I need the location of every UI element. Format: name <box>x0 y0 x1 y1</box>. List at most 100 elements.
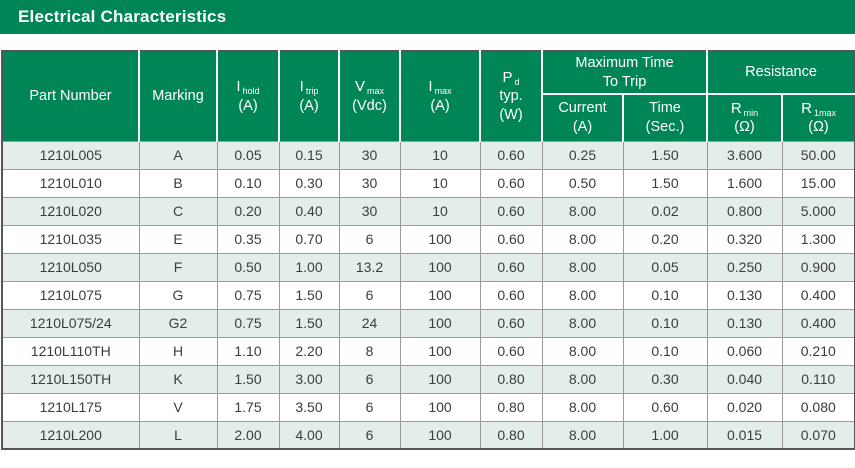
table-cell: 0.320 <box>706 224 783 254</box>
col-header-symbol: R 1max <box>801 99 836 118</box>
table-cell: 0.060 <box>706 336 783 366</box>
table-cell: 1210L020 <box>1 196 140 226</box>
col-group-label-line2: To Trip <box>602 73 647 90</box>
table-cell: 2.00 <box>216 420 280 450</box>
table-cell: 0.60 <box>479 168 543 198</box>
table-cell: 0.70 <box>278 224 340 254</box>
table-cell: 24 <box>338 308 401 338</box>
col-header-unit: (A) <box>238 97 258 114</box>
table-cell: 8.00 <box>541 364 624 394</box>
table-cell: 6 <box>338 392 401 422</box>
table-cell: 0.020 <box>706 392 783 422</box>
table-cell: 10 <box>399 140 481 170</box>
table-cell: G2 <box>138 308 218 338</box>
table-cell: 8.00 <box>541 308 624 338</box>
table-cell: 8.00 <box>541 252 624 282</box>
table-cell: 0.130 <box>706 308 783 338</box>
table-cell: G <box>138 280 218 310</box>
table-cell: 0.60 <box>479 308 543 338</box>
table-cell: 3.600 <box>706 140 783 170</box>
table-cell: 100 <box>399 364 481 394</box>
table-cell: 0.40 <box>278 196 340 226</box>
table-cell: K <box>138 364 218 394</box>
table-cell: 0.15 <box>278 140 340 170</box>
col-group-max-time-to-trip: Maximum Time To Trip <box>540 51 708 95</box>
col-header-r-1max: R 1max (Ω) <box>781 93 855 142</box>
table-row: 1210L020 C 0.20 0.40 30 10 0.60 8.00 0.02 0.800 5.… <box>1 196 855 226</box>
section-title-bar: Electrical Characteristics <box>0 0 855 34</box>
table-cell: H <box>138 336 218 366</box>
col-header-unit: (Vdc) <box>352 97 387 114</box>
col-header-unit: (W) <box>499 106 523 123</box>
table-cell: 6 <box>338 420 401 450</box>
table-cell: 0.080 <box>781 392 855 422</box>
table-cell: C <box>138 196 218 226</box>
col-header-label: Current <box>558 100 607 117</box>
table-cell: 1.50 <box>216 364 280 394</box>
table-row: 1210L175 V 1.75 3.50 6 100 0.80 8.00 0.60 0.020 0.… <box>1 392 855 422</box>
table-cell: 0.040 <box>706 364 783 394</box>
table-cell: 1210L035 <box>1 224 140 254</box>
table-cell: 0.80 <box>479 392 543 422</box>
table-cell: 6 <box>338 280 401 310</box>
table-cell: 0.20 <box>216 196 280 226</box>
table-cell: 100 <box>399 308 481 338</box>
col-header-trip-time: Time (Sec.) <box>621 93 708 142</box>
table-cell: 0.60 <box>622 392 708 422</box>
table-cell: 0.50 <box>216 252 280 282</box>
table-cell: 0.60 <box>479 280 543 310</box>
table-cell: 0.05 <box>216 140 280 170</box>
table-cell: 1210L200 <box>1 420 140 450</box>
table-cell: 0.210 <box>781 336 855 366</box>
col-header-unit: (Ω) <box>734 119 755 136</box>
table-cell: V <box>138 392 218 422</box>
table-cell: 0.60 <box>479 336 543 366</box>
col-group-label: Resistance <box>745 64 817 81</box>
table-row: 1210L005 A 0.05 0.15 30 10 0.60 0.25 1.50 3.600 50… <box>1 140 855 170</box>
table-cell: 50.00 <box>781 140 855 170</box>
table-row: 1210L110TH H 1.10 2.20 8 100 0.60 8.00 0.10 0.060… <box>1 336 855 366</box>
table-row: 1210L050 F 0.50 1.00 13.2 100 0.60 8.00 0.05 0.25… <box>1 252 855 282</box>
table-cell: 30 <box>338 140 401 170</box>
table-cell: 100 <box>399 224 481 254</box>
table-cell: 100 <box>399 392 481 422</box>
table-cell: 1210L010 <box>1 168 140 198</box>
table-cell: 6 <box>338 364 401 394</box>
table-row: 1210L075 G 0.75 1.50 6 100 0.60 8.00 0.10 0.130 0.… <box>1 280 855 310</box>
table-cell: 100 <box>399 420 481 450</box>
table-cell: 8.00 <box>541 196 624 226</box>
table-row: 1210L035 E 0.35 0.70 6 100 0.60 8.00 0.20 0.320 1.… <box>1 224 855 254</box>
table-cell: 3.50 <box>278 392 340 422</box>
table-cell: 1.50 <box>622 140 708 170</box>
table-cell: 8.00 <box>541 224 624 254</box>
table-row: 1210L010 B 0.10 0.30 30 10 0.60 0.50 1.50 1.600 15… <box>1 168 855 198</box>
table-cell: 0.400 <box>781 308 855 338</box>
table-cell: 0.60 <box>479 224 543 254</box>
table-cell: 0.80 <box>479 364 543 394</box>
table-cell: 2.20 <box>278 336 340 366</box>
table-cell: 13.2 <box>338 252 401 282</box>
table-cell: 1.00 <box>622 420 708 450</box>
table-cell: 0.015 <box>706 420 783 450</box>
table-cell: 0.75 <box>216 308 280 338</box>
table-cell: 0.110 <box>781 364 855 394</box>
table-cell: 4.00 <box>278 420 340 450</box>
col-header-trip-current: Current (A) <box>541 93 623 142</box>
table-cell: 0.070 <box>781 420 855 450</box>
col-group-label-line1: Maximum Time <box>575 55 674 71</box>
col-header-label: typ. <box>499 88 523 105</box>
col-group-resistance: Resistance <box>706 51 855 95</box>
table-cell: 0.10 <box>622 280 708 310</box>
table-cell: 0.25 <box>541 140 624 170</box>
table-cell: 0.60 <box>479 140 543 170</box>
